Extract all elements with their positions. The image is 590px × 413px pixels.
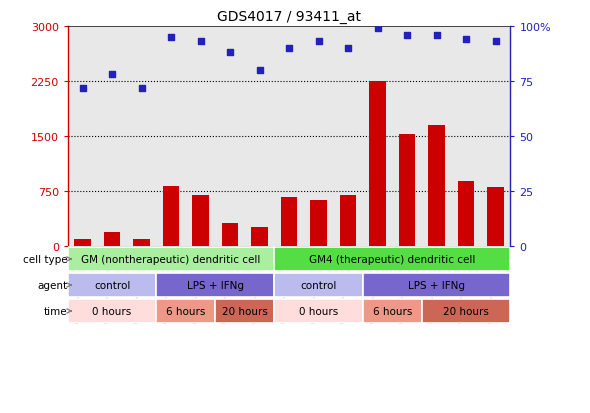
Bar [369,82,386,247]
Point [432,32,441,39]
Text: GSM384656: GSM384656 [74,276,83,323]
Text: GSM384666: GSM384666 [398,276,407,323]
Bar [363,299,422,323]
Point [284,45,294,52]
Bar [68,299,156,323]
Point [402,32,412,39]
Point [107,72,117,78]
Text: GSM384667: GSM384667 [428,276,437,323]
Point [314,39,323,45]
Bar [422,299,510,323]
Text: GSM384662: GSM384662 [133,276,142,323]
Text: LPS + IFNg: LPS + IFNg [187,280,244,290]
Bar [222,224,238,247]
Bar [274,299,363,323]
Bar [74,239,91,247]
Point [255,67,264,74]
Text: 0 hours: 0 hours [93,306,132,316]
Bar [487,188,504,247]
Bar [215,299,274,323]
Text: GSM384661: GSM384661 [339,276,348,323]
Bar [274,273,363,297]
Text: 6 hours: 6 hours [373,306,412,316]
Bar [156,299,215,323]
Text: control: control [300,280,337,290]
Bar [458,182,474,247]
Text: GSM384668: GSM384668 [457,276,466,323]
Point [196,39,205,45]
Point [166,35,176,41]
Text: GSM384665: GSM384665 [251,276,260,323]
Text: 20 hours: 20 hours [443,306,489,316]
Point [343,45,353,52]
Bar [156,273,274,297]
Bar [340,195,356,247]
Bar [363,273,510,297]
Point [373,26,382,32]
Bar [428,126,445,247]
Text: GSM384659: GSM384659 [310,276,319,323]
Bar [310,200,327,247]
Bar [104,233,120,247]
Point [78,85,87,92]
Text: GSM384664: GSM384664 [221,276,230,323]
Point [491,39,500,45]
Text: 6 hours: 6 hours [166,306,205,316]
Bar [251,227,268,247]
Text: GSM384657: GSM384657 [369,276,378,323]
Bar [281,197,297,247]
Bar [163,186,179,247]
Text: GSM384660: GSM384660 [103,276,112,323]
Text: GSM384658: GSM384658 [162,276,171,323]
Text: GM4 (therapeutic) dendritic cell: GM4 (therapeutic) dendritic cell [309,254,476,264]
Text: GM (nontherapeutic) dendritic cell: GM (nontherapeutic) dendritic cell [81,254,261,264]
Bar [192,195,209,247]
Text: 20 hours: 20 hours [222,306,268,316]
Text: 0 hours: 0 hours [299,306,338,316]
Text: time: time [44,306,71,316]
Text: GSM384669: GSM384669 [487,276,496,323]
Text: control: control [94,280,130,290]
Bar [133,240,150,247]
Point [461,37,471,43]
Text: cell type: cell type [22,254,71,264]
Text: GSM384655: GSM384655 [280,276,289,323]
Title: GDS4017 / 93411_at: GDS4017 / 93411_at [217,10,361,24]
Bar [399,135,415,247]
Bar [274,247,510,271]
Text: agent: agent [37,280,71,290]
Bar [68,273,156,297]
Point [137,85,146,92]
Point [225,50,235,57]
Text: LPS + IFNg: LPS + IFNg [408,280,465,290]
Bar [68,247,274,271]
Text: GSM384663: GSM384663 [192,276,201,323]
